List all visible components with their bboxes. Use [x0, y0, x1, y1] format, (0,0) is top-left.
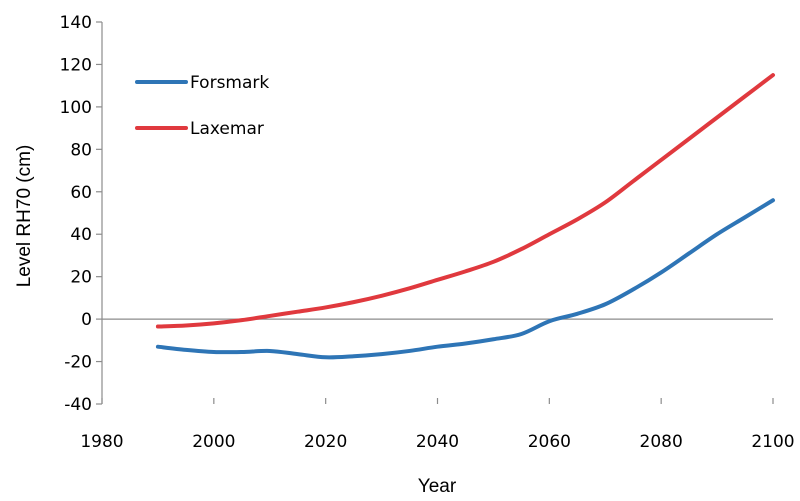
y-tick-label: -20	[64, 353, 92, 373]
x-tick-label: 2000	[192, 432, 235, 452]
y-tick-label: 20	[70, 268, 92, 288]
x-tick-label: 2100	[751, 432, 794, 452]
series-line-forsmark	[155, 198, 775, 360]
y-axis-title: Level RH70 (cm)	[14, 145, 35, 288]
x-tick-label: 2020	[304, 432, 347, 452]
y-tick-label: -40	[64, 395, 92, 415]
series-group	[155, 73, 775, 360]
x-tick-label: 2080	[640, 432, 683, 452]
x-axis-title: Year	[418, 476, 457, 497]
y-tick-label: 80	[70, 140, 92, 160]
y-tick-label: 60	[70, 183, 92, 203]
x-tick-label: 2040	[416, 432, 459, 452]
legend-label-laxemar: Laxemar	[190, 119, 264, 139]
legend-label-forsmark: Forsmark	[190, 73, 269, 93]
x-tick-label: 2060	[528, 432, 571, 452]
y-tick-label: 140	[60, 13, 92, 33]
legend: Forsmark Laxemar	[135, 73, 269, 139]
y-tick-label: 40	[70, 225, 92, 245]
x-tick-label: 1980	[80, 432, 123, 452]
y-tick-label: 0	[81, 310, 92, 330]
y-tick-label: 120	[60, 55, 92, 75]
series-line-laxemar	[155, 73, 775, 329]
y-tick-label: 100	[60, 98, 92, 118]
